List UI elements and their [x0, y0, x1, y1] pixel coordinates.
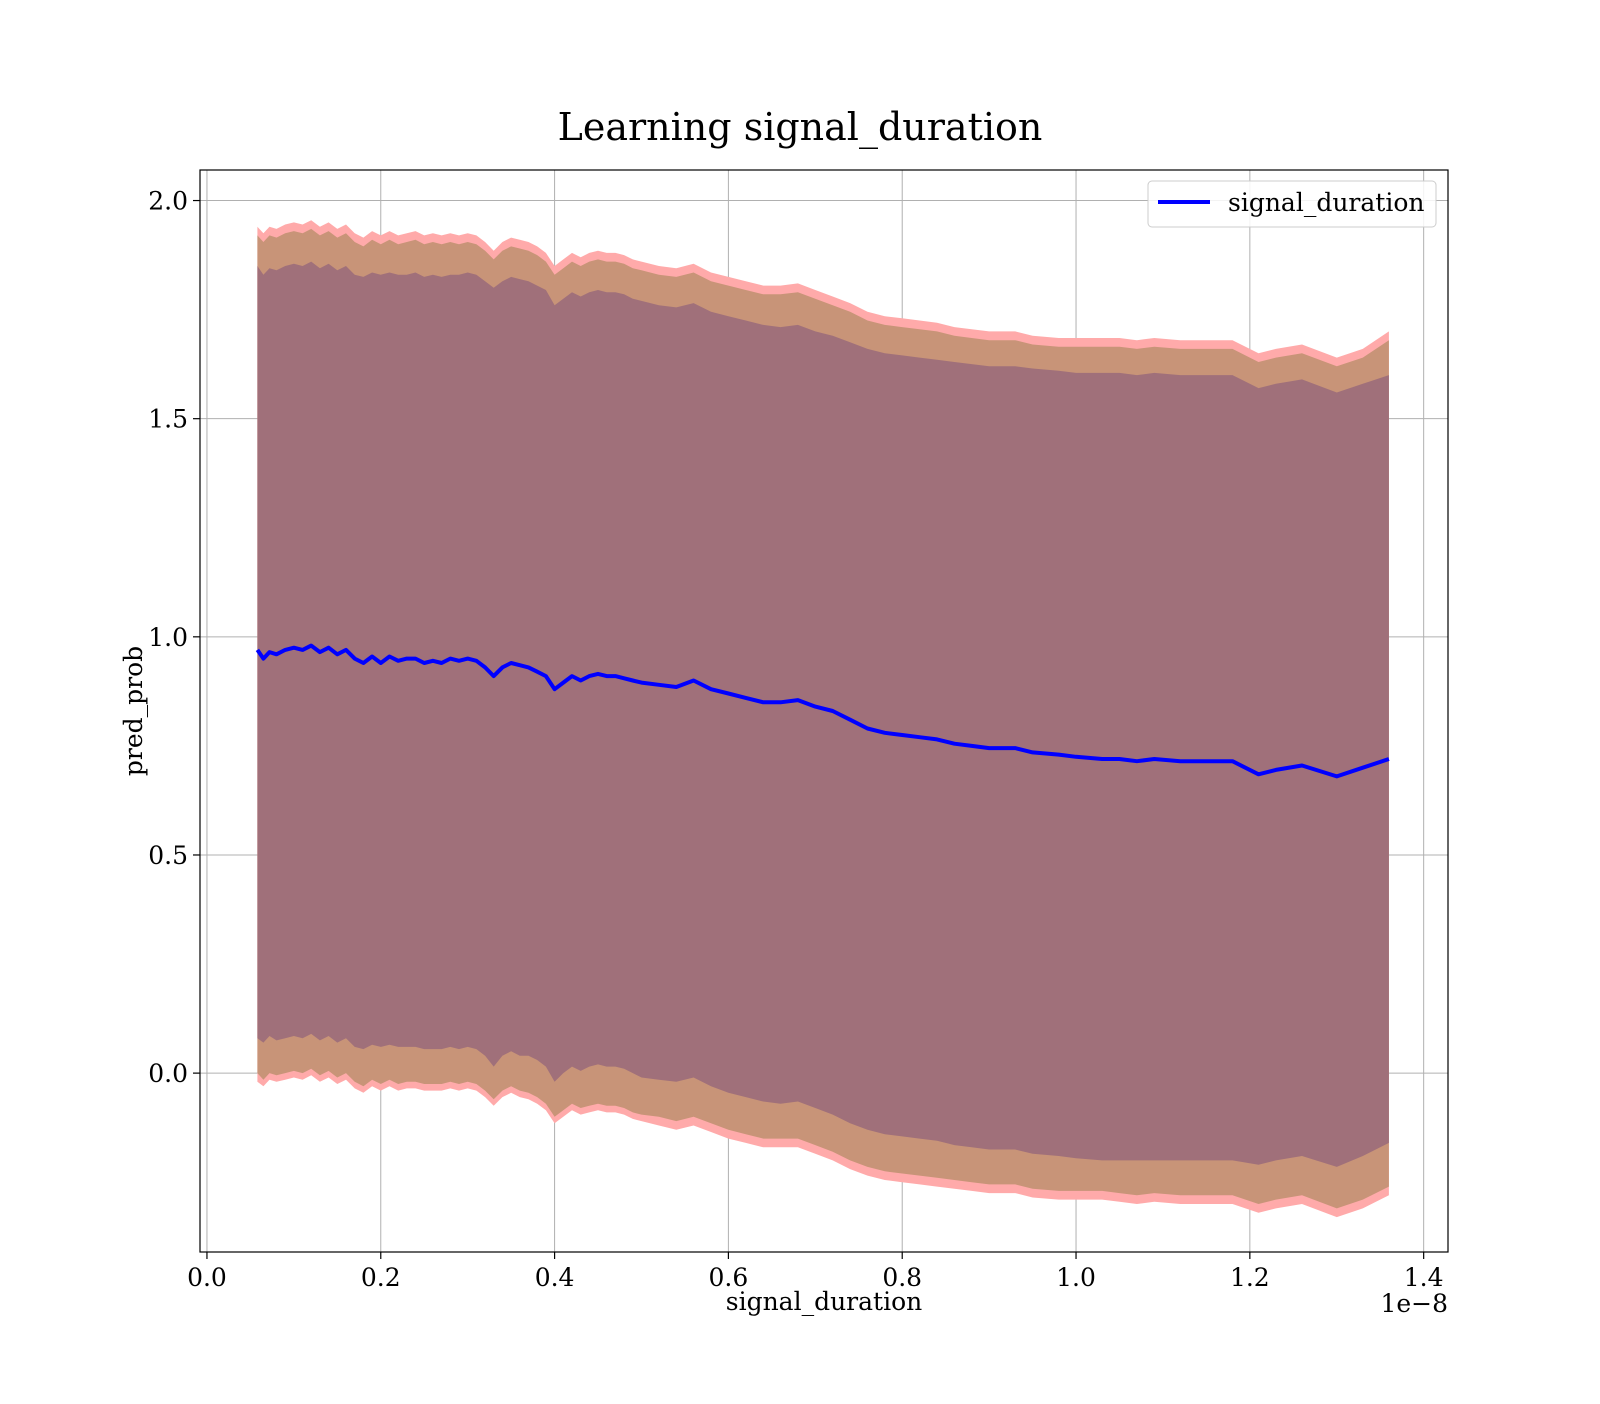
- y-tick-label: 0.0: [148, 1059, 188, 1088]
- x-tick-label: 0.2: [361, 1263, 401, 1292]
- plot-frame: [199, 169, 1449, 1253]
- y-tick-label: 1.0: [148, 623, 188, 652]
- plot-area: 0.0 0.2 0.4 0.6 0.8 1.0 1.2 1.4 0.0 0.5 1.0 1.5 2.0: [148, 169, 1449, 1292]
- y-tick-label: 2.0: [148, 187, 188, 216]
- x-tick-label: 1.2: [1230, 1263, 1270, 1292]
- legend-label: signal_duration: [1228, 188, 1424, 217]
- chart-title: Learning signal_duration: [558, 105, 1043, 150]
- y-axis-ticks: 0.0 0.5 1.0 1.5 2.0: [148, 187, 200, 1088]
- legend: signal_duration: [1147, 180, 1437, 228]
- x-tick-label: 1.0: [1056, 1263, 1096, 1292]
- series-line: [255, 643, 1390, 779]
- y-tick-label: 1.5: [148, 405, 188, 434]
- x-tick-label: 0.4: [535, 1263, 575, 1292]
- band-inner: [257, 261, 1389, 1167]
- x-axis-ticks: 0.0 0.2 0.4 0.6 0.8 1.0 1.2 1.4: [187, 1252, 1444, 1292]
- x-axis-offset-label: 1e−8: [1380, 1289, 1448, 1318]
- series-lines: [255, 643, 1390, 779]
- x-tick-label: 1.4: [1404, 1263, 1444, 1292]
- legend-box: [1147, 180, 1437, 228]
- x-tick-label: 0.0: [187, 1263, 227, 1292]
- x-tick-label: 0.8: [882, 1263, 922, 1292]
- x-axis-label: signal_duration: [726, 1287, 922, 1316]
- confidence-bands: [257, 220, 1389, 1218]
- x-tick-label: 0.6: [709, 1263, 749, 1292]
- y-axis-label: pred_prob: [119, 646, 148, 776]
- y-tick-label: 0.5: [148, 841, 188, 870]
